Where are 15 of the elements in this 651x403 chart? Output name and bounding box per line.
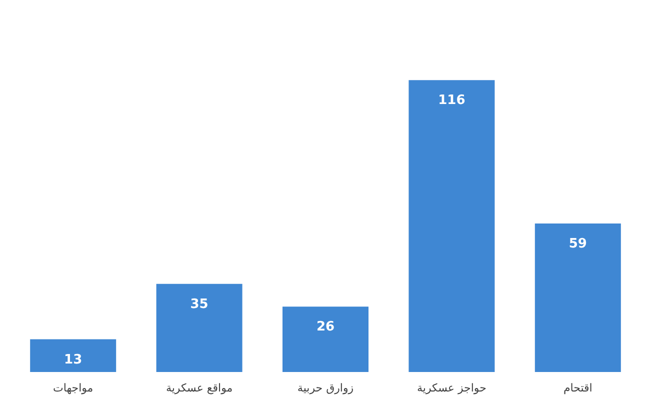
bar: [30, 339, 116, 372]
data-label: 26: [316, 320, 335, 335]
bar: [534, 224, 621, 372]
x-tick-label: مواقع عسكرية: [166, 382, 233, 394]
bar: [408, 80, 495, 372]
data-label: 13: [64, 352, 82, 368]
x-tick-label: حواجز عسكرية: [417, 382, 486, 394]
bar: [156, 284, 242, 372]
bar: [282, 306, 368, 372]
data-label: 116: [438, 93, 466, 108]
x-tick-label: زوارق حربية: [297, 382, 354, 394]
data-label: 35: [190, 296, 208, 312]
x-tick-label: مواجهات: [52, 382, 94, 394]
x-tick-label: اقتحام: [563, 382, 592, 394]
data-label: 59: [568, 236, 587, 252]
